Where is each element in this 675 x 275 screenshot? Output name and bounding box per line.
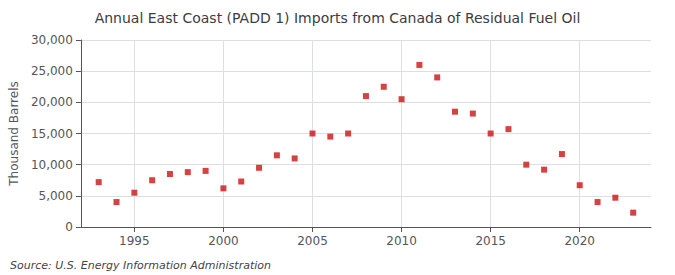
svg-text:10,000: 10,000 <box>31 158 73 172</box>
svg-text:15,000: 15,000 <box>31 127 73 141</box>
svg-text:Thousand Barrels: Thousand Barrels <box>7 81 21 186</box>
svg-text:0: 0 <box>65 220 73 234</box>
svg-text:5,000: 5,000 <box>39 189 73 203</box>
svg-text:2005: 2005 <box>297 234 328 248</box>
svg-text:2015: 2015 <box>475 234 506 248</box>
svg-text:Annual East Coast (PADD 1) Imp: Annual East Coast (PADD 1) Imports from … <box>95 10 581 26</box>
svg-text:2010: 2010 <box>386 234 417 248</box>
svg-text:1995: 1995 <box>119 234 150 248</box>
svg-text:2020: 2020 <box>564 234 595 248</box>
svg-text:2000: 2000 <box>208 234 239 248</box>
svg-text:20,000: 20,000 <box>31 95 73 109</box>
svg-text:25,000: 25,000 <box>31 64 73 78</box>
svg-text:Source: U.S. Energy Informatio: Source: U.S. Energy Information Administ… <box>10 259 271 272</box>
svg-text:30,000: 30,000 <box>31 33 73 47</box>
